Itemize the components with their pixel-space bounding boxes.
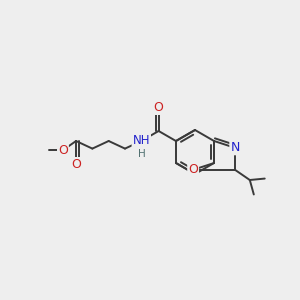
Text: H: H: [138, 149, 146, 159]
Text: O: O: [71, 158, 81, 171]
Text: O: O: [188, 163, 198, 176]
Text: N: N: [230, 141, 240, 154]
Text: NH: NH: [133, 134, 150, 148]
Text: O: O: [58, 144, 68, 157]
Text: O: O: [154, 101, 164, 114]
